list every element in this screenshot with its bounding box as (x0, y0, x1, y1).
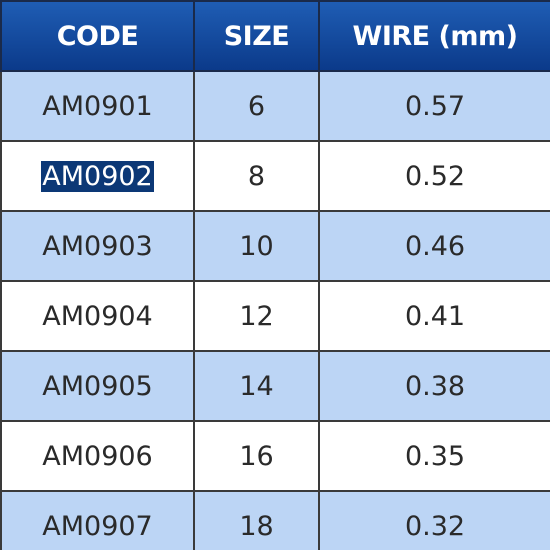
column-header: WIRE (mm) (318, 0, 550, 72)
table-cell: 10 (193, 210, 320, 282)
table-cell: AM0905 (0, 350, 195, 422)
table-cell: AM0904 (0, 280, 195, 352)
table-cell: 8 (193, 140, 320, 212)
table-cell: 0.41 (318, 280, 550, 352)
table-row: AM0905 14 0.38 (0, 350, 550, 422)
table-row: AM0907 18 0.32 (0, 490, 550, 550)
table-row: AM0906 16 0.35 (0, 420, 550, 492)
table-cell: 0.52 (318, 140, 550, 212)
header-row: CODE SIZE WIRE (mm) (0, 0, 550, 72)
table-cell: 0.38 (318, 350, 550, 422)
table-cell: AM0906 (0, 420, 195, 492)
table-row: AM0901 6 0.57 (0, 70, 550, 142)
table-cell: AM0902 (0, 140, 195, 212)
column-header: SIZE (193, 0, 320, 72)
table-cell: AM0907 (0, 490, 195, 550)
selected-text: AM0902 (41, 160, 154, 192)
table-cell: 16 (193, 420, 320, 492)
table-body: AM0901 6 0.57 AM0902 8 0.52 AM0903 10 0.46 AM0904… (0, 70, 550, 550)
table-cell: 0.35 (318, 420, 550, 492)
table-row: AM0904 12 0.41 (0, 280, 550, 352)
table-cell: 12 (193, 280, 320, 352)
table-cell: 6 (193, 70, 320, 142)
table-cell: 0.46 (318, 210, 550, 282)
table-cell: 14 (193, 350, 320, 422)
column-header: CODE (0, 0, 195, 72)
table-cell: AM0903 (0, 210, 195, 282)
table-row: AM0903 10 0.46 (0, 210, 550, 282)
table-cell: 0.57 (318, 70, 550, 142)
table-row: AM0902 8 0.52 (0, 140, 550, 212)
table-cell: 0.32 (318, 490, 550, 550)
table-cell: AM0901 (0, 70, 195, 142)
table-cell: 18 (193, 490, 320, 550)
